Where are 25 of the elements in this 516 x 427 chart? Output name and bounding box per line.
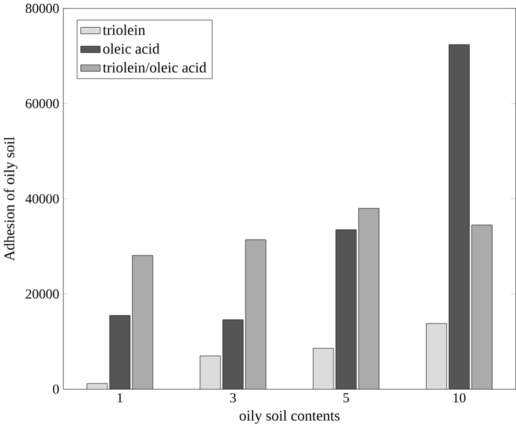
bar bbox=[471, 224, 492, 389]
bar bbox=[132, 254, 154, 389]
x-tick-label: 10 bbox=[454, 393, 466, 402]
x-tick-label: 3 bbox=[230, 393, 236, 402]
y-tick-label: 0 bbox=[53, 384, 59, 394]
x-tick-label: 1 bbox=[118, 393, 122, 402]
bar bbox=[245, 239, 266, 389]
legend-label: oleic acid bbox=[103, 43, 160, 54]
y-tick-label: 60000 bbox=[26, 98, 59, 108]
y-tick-label: 40000 bbox=[25, 194, 59, 204]
bar bbox=[448, 44, 470, 389]
y-axis-title: Adhesion of oily soil bbox=[4, 136, 18, 261]
bar bbox=[222, 319, 244, 389]
bar bbox=[358, 208, 380, 389]
y-tick-label: 80000 bbox=[26, 4, 59, 13]
legend-label: triolein/oleic acid bbox=[102, 62, 206, 72]
bar bbox=[200, 355, 221, 389]
bar bbox=[426, 323, 447, 389]
bar bbox=[312, 348, 334, 389]
bar bbox=[109, 314, 130, 389]
x-axis-title: oily soil contents bbox=[240, 410, 340, 424]
x-tick-label: 5 bbox=[343, 393, 349, 402]
legend-label: triolein bbox=[102, 24, 146, 35]
y-tick-label: 20000 bbox=[26, 289, 59, 298]
bar bbox=[336, 229, 357, 389]
